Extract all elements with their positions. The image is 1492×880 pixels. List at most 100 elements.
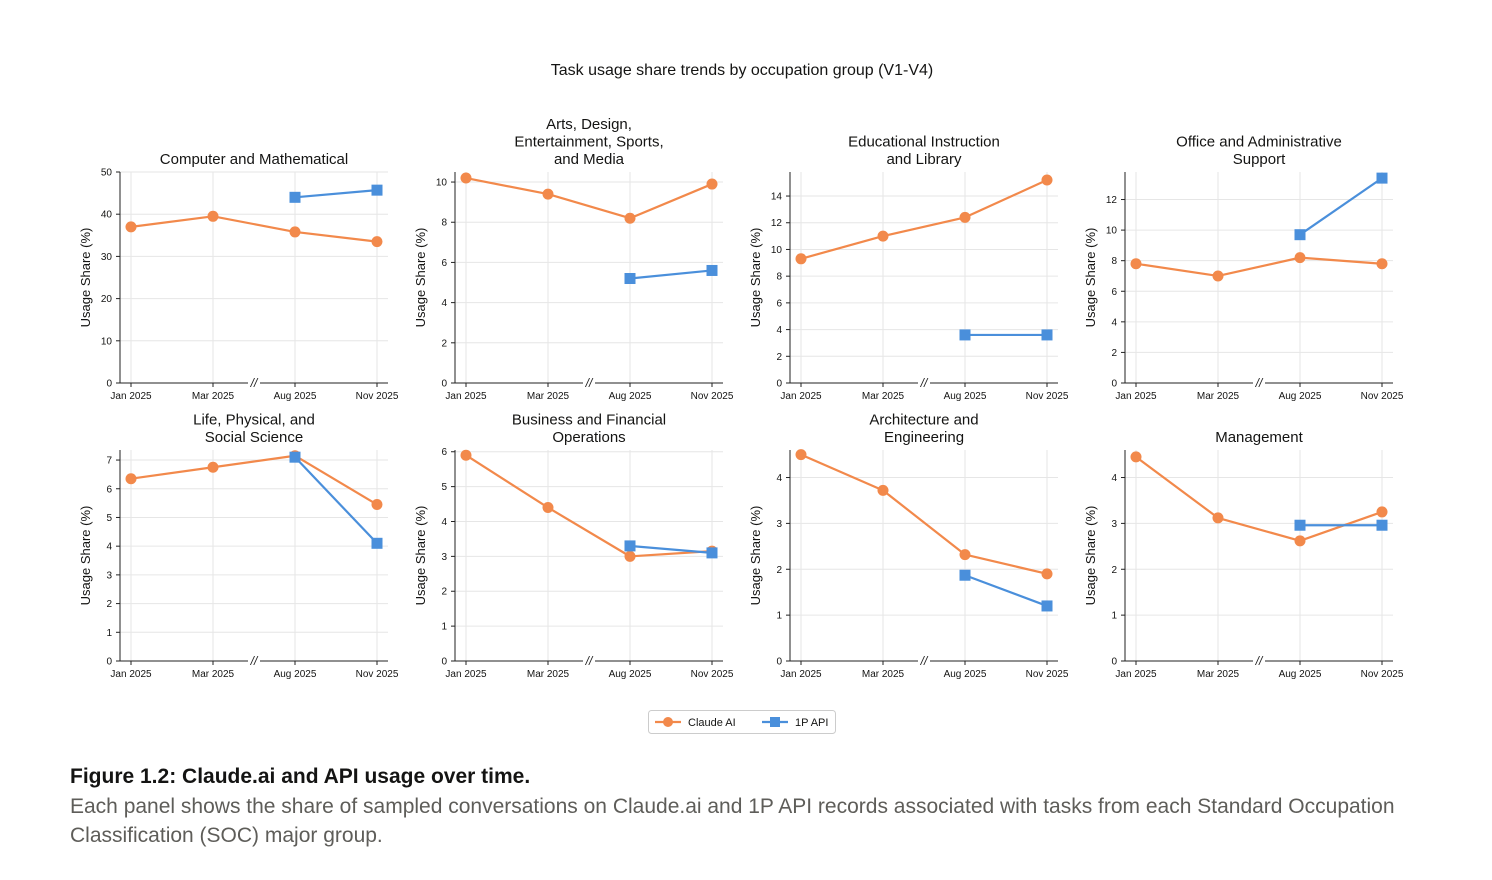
panel-title: Business and Financial	[512, 412, 666, 429]
y-tick-label: 2	[1111, 348, 1117, 359]
panel-title: Entertainment, Sports,	[514, 134, 663, 151]
panel-title: Engineering	[884, 429, 964, 446]
chart-panel: 0 10 20 30 40 50 Jan 2025 Mar 2025 Aug 2025 Nov 2…	[78, 151, 399, 402]
y-tick-label: 2	[441, 338, 447, 349]
panel-title: and Media	[554, 151, 625, 168]
x-tick-label: Aug 2025	[609, 391, 652, 402]
y-tick-label: 5	[106, 513, 112, 524]
y-tick-label: 0	[106, 379, 112, 390]
chart-figure: Task usage share trends by occupation gr…	[78, 62, 1404, 734]
y-tick-label: 0	[441, 379, 447, 390]
y-tick-label: 4	[776, 325, 782, 336]
chart-panel: 0 2 4 6 8 10 12 14 Jan 2025 Mar 2025 Aug 2025 Nov 2…	[748, 134, 1069, 403]
axis-break-mask	[1253, 379, 1265, 387]
chart-panel: 0 2 4 6 8 10 Jan 2025 Mar 2025 Aug 2025 Nov 2025 /…	[413, 116, 734, 402]
x-tick-label: Aug 2025	[1279, 669, 1322, 680]
y-tick-label: 50	[101, 168, 113, 179]
data-point-square	[624, 540, 636, 552]
caption-title: Figure 1.2: Claude.ai and API usage over…	[70, 765, 531, 788]
x-tick-label: Mar 2025	[1197, 669, 1240, 680]
y-tick-label: 1	[441, 622, 447, 633]
series-line	[294, 189, 378, 199]
axis-break-label: //	[250, 654, 259, 668]
data-point-circle	[795, 253, 807, 265]
x-tick-label: Nov 2025	[356, 669, 399, 680]
data-point-circle	[877, 484, 889, 496]
y-tick-label: 4	[776, 473, 782, 484]
data-point-circle	[125, 221, 137, 233]
y-tick-label: 1	[1111, 611, 1117, 622]
y-tick-label: 2	[441, 587, 447, 598]
x-tick-label: Aug 2025	[274, 391, 317, 402]
y-tick-label: 0	[776, 657, 782, 668]
x-tick-label: Nov 2025	[356, 391, 399, 402]
y-axis-label: Usage Share (%)	[748, 228, 763, 328]
y-tick-label: 10	[101, 336, 113, 347]
y-tick-label: 8	[441, 218, 447, 229]
y-tick-label: 0	[1111, 379, 1117, 390]
data-point-square	[371, 184, 383, 196]
y-tick-label: 10	[771, 245, 783, 256]
data-point-square	[959, 329, 971, 341]
y-tick-label: 3	[106, 570, 112, 581]
panel-title: Computer and Mathematical	[160, 151, 348, 168]
x-tick-label: Mar 2025	[527, 391, 570, 402]
chart-panel: 0 1 2 3 4 5 6 Jan 2025 Mar 2025 Aug 2025 Nov 2025 /…	[413, 412, 734, 681]
x-tick-label: Mar 2025	[192, 669, 235, 680]
data-point-square	[1376, 172, 1388, 184]
y-tick-label: 3	[441, 552, 447, 563]
y-tick-label: 5	[441, 482, 447, 493]
data-point-circle	[460, 172, 472, 184]
x-tick-label: Mar 2025	[1197, 391, 1240, 402]
y-tick-label: 0	[776, 379, 782, 390]
axis-break-mask	[583, 657, 595, 665]
panel-title: Support	[1233, 151, 1286, 168]
data-point-square	[289, 451, 301, 463]
y-tick-label: 10	[1106, 226, 1118, 237]
data-point-square	[1376, 519, 1388, 531]
data-point-circle	[1130, 451, 1142, 463]
data-point-circle	[1041, 568, 1053, 580]
data-point-circle	[1212, 270, 1224, 282]
y-tick-label: 6	[106, 484, 112, 495]
data-point-circle	[1376, 258, 1388, 270]
y-tick-label: 0	[1111, 657, 1117, 668]
x-tick-label: Mar 2025	[192, 391, 235, 402]
chart-legend: Claude AI 1P API	[648, 710, 836, 734]
panel-title: and Library	[886, 151, 962, 168]
y-tick-label: 3	[776, 519, 782, 530]
data-point-circle	[207, 210, 219, 222]
data-point-circle	[795, 449, 807, 461]
panel-title: Office and Administrative	[1176, 134, 1342, 151]
legend-marker-square	[770, 717, 780, 727]
y-axis-label: Usage Share (%)	[748, 506, 763, 606]
x-tick-label: Jan 2025	[780, 669, 822, 680]
data-point-square	[706, 264, 718, 276]
series-line	[800, 453, 1048, 575]
y-tick-label: 2	[776, 565, 782, 576]
series-line	[465, 454, 713, 558]
x-tick-label: Jan 2025	[110, 669, 152, 680]
y-tick-label: 8	[1111, 256, 1117, 267]
axis-break-label: //	[1255, 654, 1264, 668]
y-tick-label: 0	[441, 657, 447, 668]
y-tick-label: 12	[771, 218, 783, 229]
axis-break-label: //	[920, 654, 929, 668]
x-tick-label: Jan 2025	[445, 669, 487, 680]
x-tick-label: Aug 2025	[944, 391, 987, 402]
x-tick-label: Nov 2025	[691, 669, 734, 680]
y-tick-label: 6	[441, 258, 447, 269]
x-tick-label: Nov 2025	[1026, 391, 1069, 402]
chart-panel: 0 1 2 3 4 Jan 2025 Mar 2025 Aug 2025 Nov 2025 // U…	[748, 412, 1069, 681]
y-tick-label: 4	[106, 542, 112, 553]
legend-marker-circle	[663, 717, 673, 727]
y-tick-label: 4	[441, 298, 447, 309]
y-tick-label: 12	[1106, 195, 1118, 206]
axis-break-mask	[918, 657, 930, 665]
axis-break-label: //	[920, 376, 929, 390]
chart-panel: 0 1 2 3 4 Jan 2025 Mar 2025 Aug 2025 Nov 2025 // U…	[1083, 429, 1404, 680]
y-tick-label: 0	[106, 657, 112, 668]
panel-title: Educational Instruction	[848, 134, 1000, 151]
x-tick-label: Aug 2025	[1279, 391, 1322, 402]
x-tick-label: Nov 2025	[1026, 669, 1069, 680]
